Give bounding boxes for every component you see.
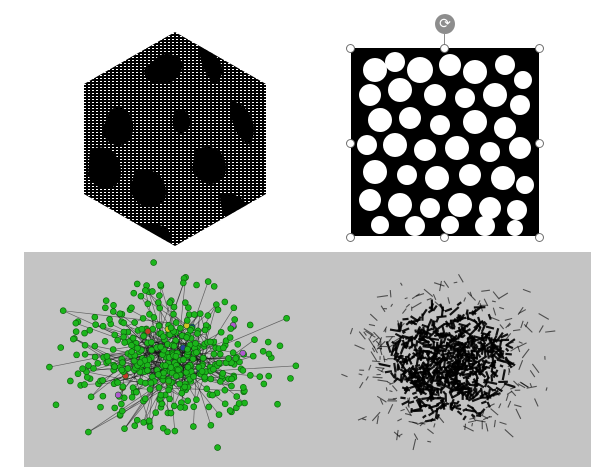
porous-square-image[interactable]	[345, 40, 545, 245]
rotate-arrow-icon[interactable]: ⟳	[435, 14, 455, 34]
porous-square-svg	[351, 48, 539, 236]
network-renderings-panel[interactable]	[24, 252, 591, 467]
network-panel-svg	[46, 259, 556, 451]
rotate-handle-stem	[444, 34, 445, 48]
resize-handle-top-left[interactable]	[346, 44, 355, 53]
black-network-rendering	[341, 273, 556, 451]
resize-handle-right[interactable]	[535, 139, 544, 148]
cube-svg	[84, 32, 266, 246]
resize-handle-top-right[interactable]	[535, 44, 544, 53]
porous-white-blobs	[357, 52, 534, 236]
cube-hexagon	[84, 32, 266, 246]
resize-handle-left[interactable]	[346, 139, 355, 148]
cube-pattern-image[interactable]	[80, 30, 270, 250]
rotate-glyph: ⟳	[439, 16, 451, 32]
resize-handle-bottom-right[interactable]	[535, 233, 544, 242]
resize-handle-bottom-left[interactable]	[346, 233, 355, 242]
resize-handle-top[interactable]	[440, 44, 449, 53]
green-network-scatter	[46, 259, 300, 451]
resize-handle-bottom[interactable]	[440, 233, 449, 242]
